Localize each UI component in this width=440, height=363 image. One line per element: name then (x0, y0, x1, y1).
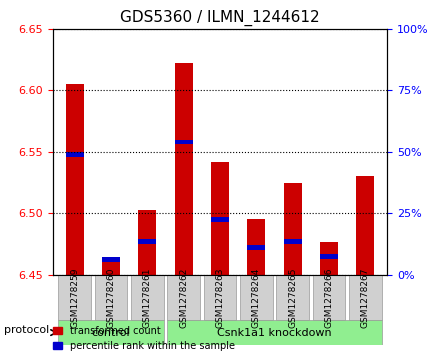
Bar (356, 176, 374, 275)
Text: control: control (92, 327, 130, 338)
Bar (167, 275, 200, 320)
Title: GDS5360 / ILMN_1244612: GDS5360 / ILMN_1244612 (120, 10, 320, 26)
Text: GSM1278263: GSM1278263 (216, 268, 224, 328)
Legend: transformed count, percentile rank within the sample: transformed count, percentile rank withi… (49, 322, 239, 355)
Bar (66, 152, 84, 157)
Bar (167, 320, 382, 345)
Bar (175, 140, 193, 144)
Bar (276, 275, 309, 320)
Bar (247, 219, 265, 275)
Bar (102, 257, 120, 262)
Bar (284, 183, 302, 275)
Bar (204, 275, 236, 320)
Text: GSM1278266: GSM1278266 (325, 268, 334, 328)
Text: Csnk1a1 knockdown: Csnk1a1 knockdown (217, 327, 332, 338)
Bar (102, 260, 120, 275)
Text: GSM1278264: GSM1278264 (252, 268, 261, 328)
Text: GSM1278262: GSM1278262 (179, 268, 188, 328)
Text: GSM1278267: GSM1278267 (361, 268, 370, 328)
Bar (58, 275, 91, 320)
Text: GSM1278265: GSM1278265 (288, 268, 297, 328)
Bar (211, 162, 229, 275)
Text: GSM1278260: GSM1278260 (106, 268, 115, 328)
Text: protocol: protocol (4, 325, 50, 335)
Bar (95, 275, 127, 320)
Bar (240, 275, 273, 320)
Text: GSM1278259: GSM1278259 (70, 268, 79, 328)
Bar (175, 64, 193, 275)
Bar (247, 245, 265, 250)
Bar (356, 285, 374, 289)
Bar (138, 209, 156, 275)
Bar (138, 239, 156, 244)
Bar (58, 320, 164, 345)
Bar (349, 275, 382, 320)
Bar (131, 275, 164, 320)
Bar (320, 254, 338, 259)
Bar (284, 239, 302, 244)
Bar (66, 84, 84, 275)
Bar (313, 275, 345, 320)
Bar (320, 241, 338, 275)
Bar (211, 217, 229, 222)
Text: GSM1278261: GSM1278261 (143, 268, 152, 328)
